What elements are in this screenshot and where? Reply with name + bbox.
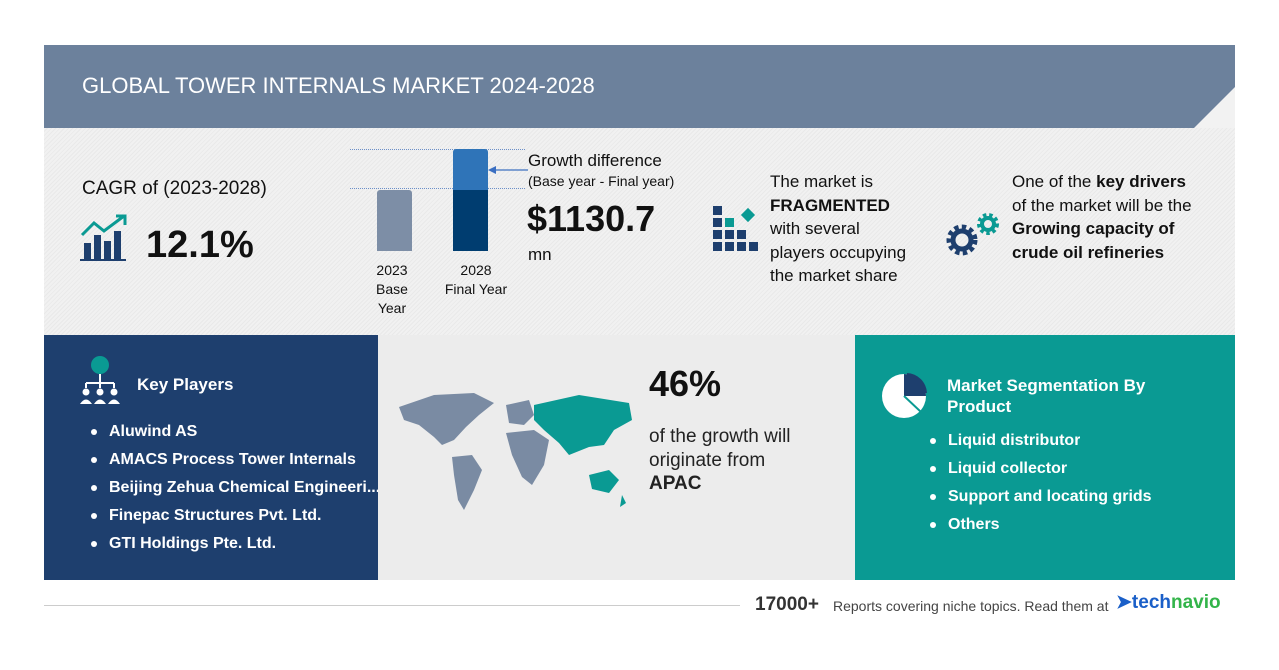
players-icon xyxy=(80,356,120,404)
report-count: 17000+ xyxy=(755,594,819,615)
guide-line-base xyxy=(350,188,525,189)
growth-chart-icon xyxy=(80,214,127,261)
header-banner: GLOBAL TOWER INTERNALS MARKET 2024-2028 xyxy=(44,45,1235,128)
growth-subtitle: (Base year - Final year) xyxy=(528,173,675,189)
cagr-value: 12.1% xyxy=(146,224,254,266)
gears-icon xyxy=(946,213,999,256)
bar-2023 xyxy=(377,189,412,251)
player-item: AMACS Process Tower Internals xyxy=(91,451,378,469)
segmentation-panel: Market Segmentation By Product Liquid dis… xyxy=(855,335,1235,580)
guide-line-top xyxy=(350,149,525,150)
player-item: Beijing Zehua Chemical Engineeri... xyxy=(91,479,378,497)
region-text: of the growth will originate from APAC xyxy=(649,426,791,494)
key-players-title: Key Players xyxy=(137,375,234,394)
world-map xyxy=(399,393,632,510)
growth-value: $1130.7 xyxy=(527,198,656,239)
region-panel: 46% of the growth will originate from AP… xyxy=(378,335,855,580)
region-percent: 46% xyxy=(649,363,722,404)
cagr-label: CAGR of (2023-2028) xyxy=(82,178,267,199)
player-item: GTI Holdings Pte. Ltd. xyxy=(91,535,378,553)
bar-label-2023: 2023 Base Year xyxy=(376,262,408,316)
footer-divider xyxy=(44,605,740,606)
summary-section xyxy=(44,128,1235,335)
page-title: GLOBAL TOWER INTERNALS MARKET 2024-2028 xyxy=(82,73,595,98)
segment-item: Liquid distributor xyxy=(930,432,1080,450)
segment-item: Support and locating grids xyxy=(930,488,1152,506)
segment-item: Others xyxy=(930,516,1000,534)
bar-label-2028: 2028 Final Year xyxy=(444,262,508,297)
footer-text: Reports covering niche topics. Read them… xyxy=(833,598,1109,614)
drivers-text: One of the key drivers of the market wil… xyxy=(1012,172,1192,262)
segment-item: Liquid collector xyxy=(930,460,1067,478)
fragmented-text: The market is FRAGMENTED with several pl… xyxy=(770,172,907,285)
key-players-panel: Key Players Aluwind AS AMACS Process Tow… xyxy=(44,335,378,580)
technavio-logo[interactable]: ➤technavio xyxy=(1116,592,1221,613)
growth-unit: mn xyxy=(528,245,552,264)
pie-chart-icon xyxy=(882,373,927,418)
player-item: Finepac Structures Pvt. Ltd. xyxy=(91,507,378,525)
bar-2028 xyxy=(453,149,488,251)
player-item: Aluwind AS xyxy=(91,423,378,441)
fragmented-icon xyxy=(713,206,758,251)
segmentation-title: Market Segmentation By Product xyxy=(947,376,1146,416)
growth-title: Growth difference xyxy=(528,151,662,170)
arrow-icon xyxy=(488,166,528,174)
